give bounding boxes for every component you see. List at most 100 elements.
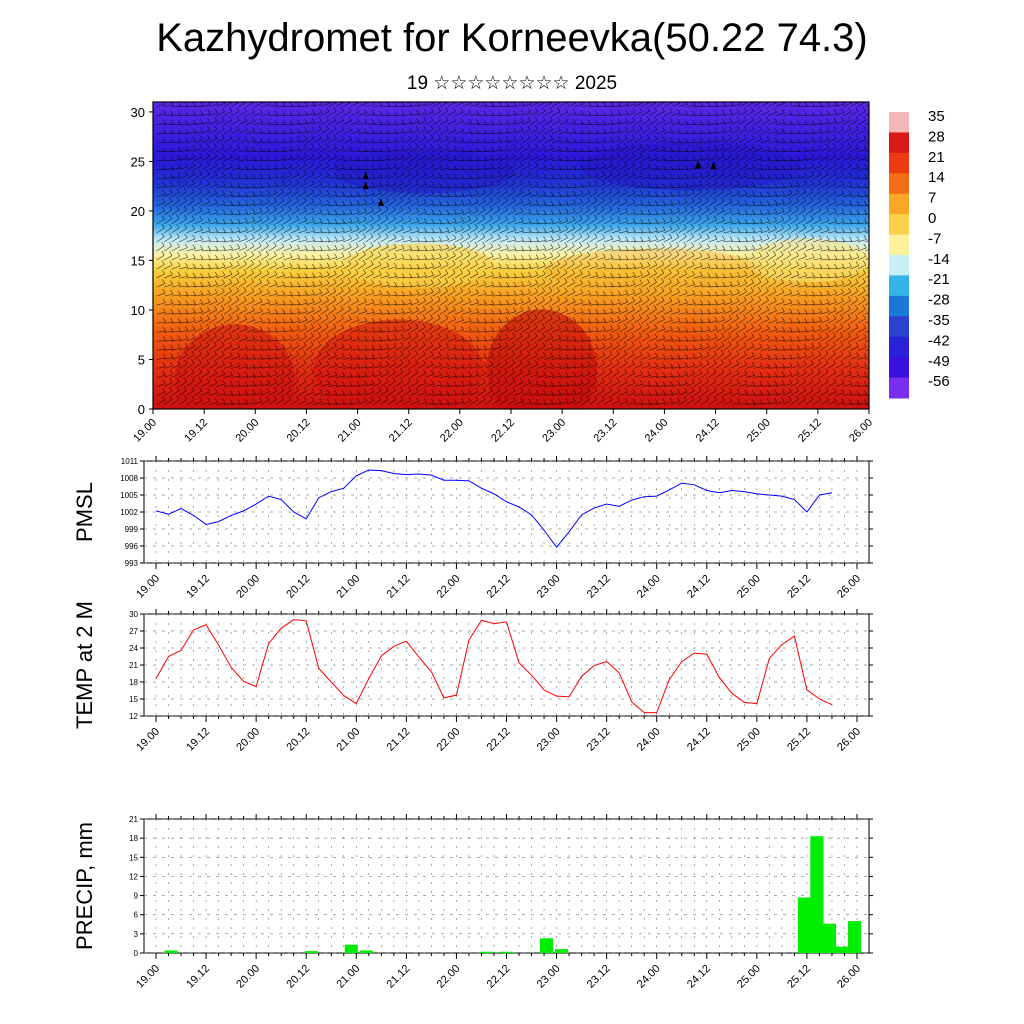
wind-barb: [283, 191, 292, 198]
wind-barb: [164, 255, 173, 261]
wind-barb-flag: [385, 205, 389, 210]
wind-barb: [432, 355, 442, 360]
wind-barb-flag: [222, 181, 226, 186]
wind-barb: [425, 291, 434, 297]
wind-barb: [469, 349, 479, 351]
wind-barb: [186, 132, 196, 134]
wind-barb: [201, 156, 210, 161]
wind-barb: [492, 158, 502, 161]
wind-barb: [268, 185, 278, 189]
wind-barb: [455, 348, 465, 351]
wind-barb-flag: [183, 395, 187, 400]
wind-barb: [178, 372, 187, 378]
wind-barb-flag: [415, 368, 419, 373]
wind-barb: [417, 156, 426, 161]
wind-barb-flag: [333, 278, 337, 283]
wind-barb: [298, 165, 307, 170]
wind-barb-flag: [400, 187, 404, 192]
wind-barb: [298, 285, 308, 288]
wind-barb: [350, 329, 360, 333]
wind-barb-flag: [304, 102, 308, 107]
wind-barb-flag: [453, 363, 457, 368]
wind-barb: [328, 308, 336, 315]
wind-barb-flag: [267, 308, 271, 313]
wind-barb: [261, 349, 271, 351]
wind-barb-flag: [483, 138, 487, 143]
wind-barb-flag: [401, 308, 405, 313]
wind-barb-flag: [311, 315, 315, 320]
wind-barb: [380, 246, 389, 252]
wind-barb-flag: [377, 205, 381, 211]
wind-barb: [417, 373, 427, 378]
wind-barb-flag: [430, 162, 434, 167]
wind-barb: [276, 321, 286, 324]
wind-barb: [380, 150, 390, 152]
wind-barb: [395, 157, 404, 161]
wind-barb-flag: [385, 242, 389, 247]
wind-barb: [492, 346, 501, 351]
wind-barb-flag: [394, 102, 398, 107]
wind-barb-flag: [356, 398, 360, 403]
wind-barb-flag: [199, 170, 203, 175]
wind-barb: [171, 175, 181, 180]
wind-barb: [350, 131, 360, 134]
wind-barb: [484, 200, 493, 207]
wind-barb-flag: [386, 326, 390, 332]
wind-barb-flag: [273, 386, 277, 392]
wind-barb-flag: [281, 188, 285, 193]
wind-barb-flag: [288, 351, 292, 356]
wind-barb: [283, 355, 292, 360]
wind-barb-flag: [483, 361, 487, 366]
wind-barb-flag: [341, 209, 345, 215]
wind-barb-flag: [401, 119, 405, 124]
wind-barb: [178, 390, 187, 396]
wind-barb: [440, 366, 450, 369]
wind-barb-flag: [379, 353, 383, 358]
wind-barb: [365, 366, 375, 369]
wind-barb: [343, 102, 352, 107]
wind-barb-flag: [199, 197, 203, 202]
wind-barb: [492, 266, 502, 270]
wind-barb: [261, 330, 271, 333]
wind-barb: [484, 347, 494, 351]
wind-barb-flag: [476, 173, 480, 179]
wind-barb-flag: [222, 190, 226, 195]
wind-barb-flag: [228, 304, 232, 310]
wind-barb-flag: [222, 227, 226, 233]
wind-barb: [447, 347, 457, 351]
wind-barb: [193, 311, 203, 315]
wind-barb-flag: [297, 272, 301, 278]
wind-barb: [410, 130, 419, 134]
wind-barb: [410, 221, 420, 225]
wind-barb: [432, 111, 441, 116]
wind-barb-flag: [400, 215, 404, 220]
wind-barb-flag: [303, 170, 307, 175]
wind-barb-flag: [199, 386, 203, 392]
wind-barb-flag: [394, 291, 398, 296]
wind-barb: [208, 335, 217, 342]
wind-barb-flag: [259, 137, 263, 143]
wind-barb-flag: [267, 138, 271, 143]
wind-barb-flag: [162, 379, 166, 384]
wind-barb-flag: [385, 395, 389, 400]
wind-barb: [454, 212, 464, 216]
wind-barb: [432, 129, 441, 134]
wind-barb-flag: [378, 188, 382, 194]
wind-barb-flag: [407, 359, 411, 364]
wind-barb-flag: [244, 390, 248, 395]
wind-barb-flag: [468, 108, 472, 114]
wind-barb-flag: [430, 296, 434, 301]
wind-barb: [432, 282, 441, 288]
wind-barb-flag: [490, 360, 494, 365]
wind-barb: [193, 354, 202, 360]
wind-barb: [343, 347, 353, 351]
wind-barb: [223, 138, 233, 143]
wind-barb: [395, 257, 405, 261]
wind-barb-flag: [221, 314, 225, 319]
wind-barb-flag: [407, 170, 412, 175]
wind-barb: [469, 383, 479, 387]
wind-barb: [343, 246, 352, 252]
wind-barb-flag: [379, 102, 383, 106]
wind-barb-flag: [259, 165, 263, 170]
wind-barb: [171, 303, 181, 306]
